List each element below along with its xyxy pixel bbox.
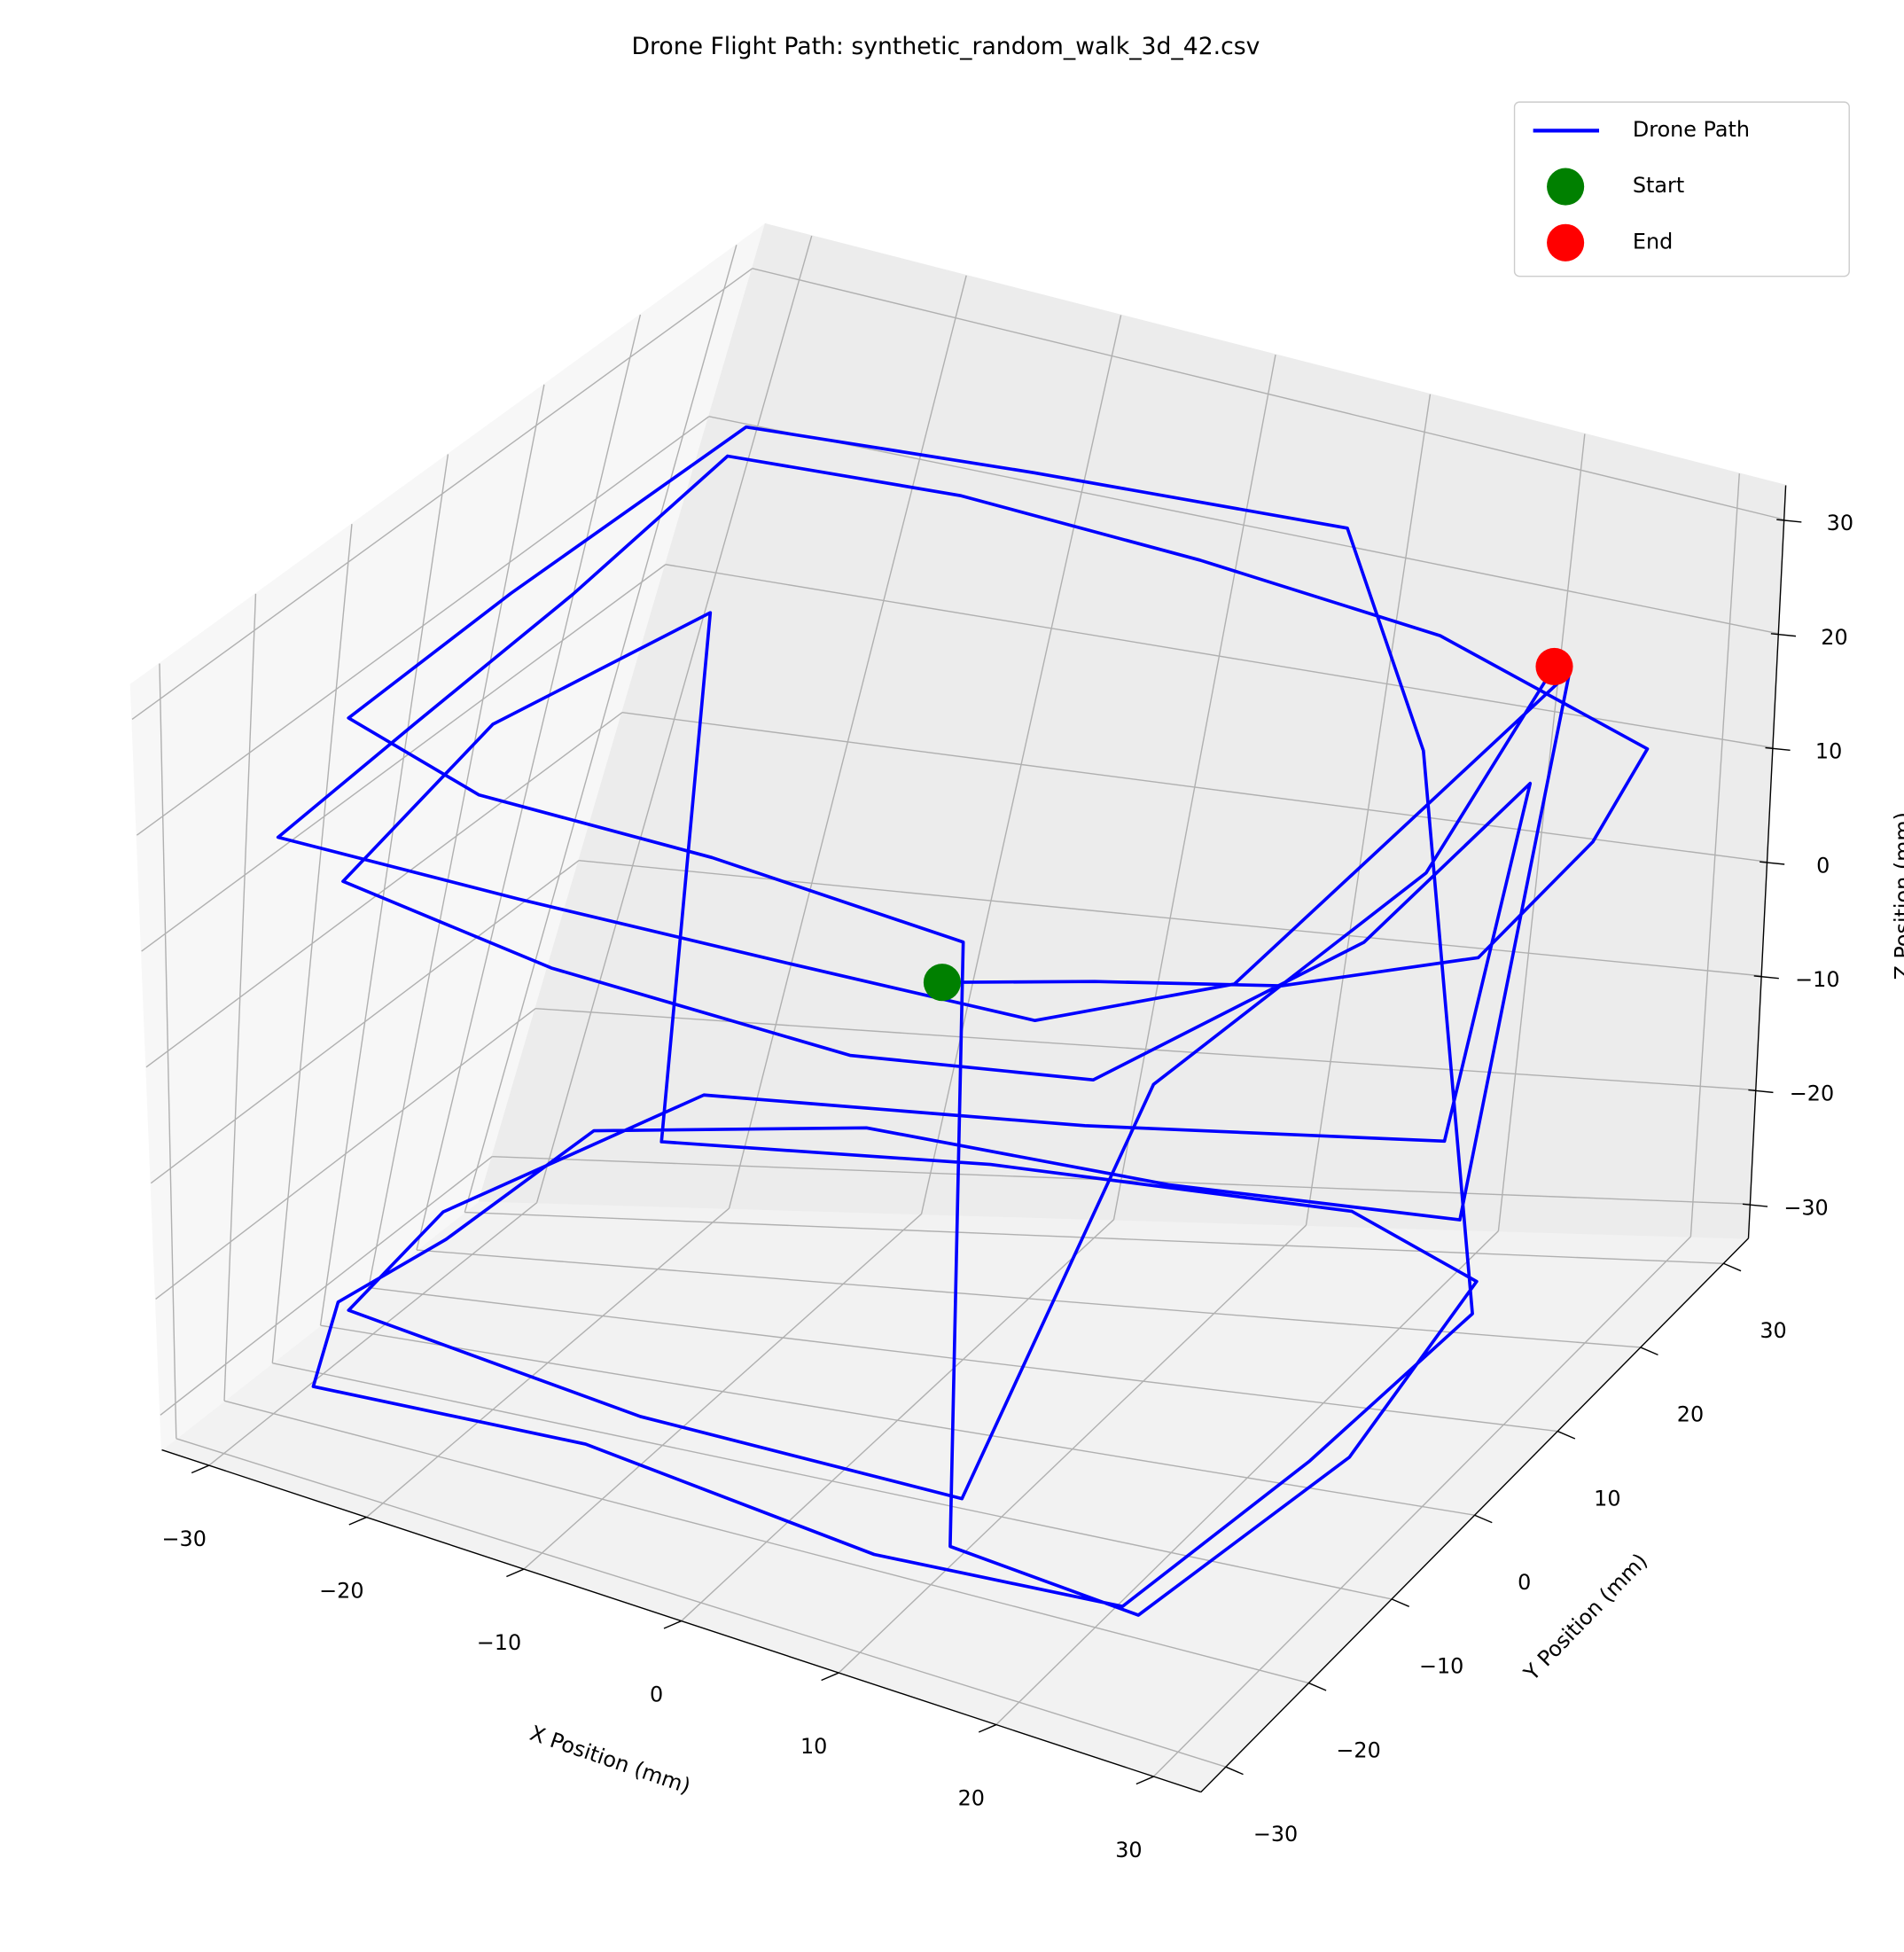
x-tick	[821, 1672, 839, 1682]
z-axis-label: Z Position (mm)	[1890, 812, 1904, 980]
z-tick	[1753, 975, 1779, 980]
y-tick-label: 30	[1760, 1318, 1786, 1343]
legend-marker	[1547, 168, 1585, 206]
y-grid-line	[464, 1211, 1724, 1264]
grid	[131, 235, 1784, 1777]
z-tick	[1742, 1203, 1768, 1207]
x-tick	[1135, 1776, 1154, 1785]
z-tick	[1776, 519, 1802, 523]
x-tick	[348, 1516, 367, 1526]
x-tick-label: −10	[477, 1630, 521, 1655]
y-grid-line	[416, 1249, 1641, 1348]
z-tick	[1748, 1089, 1774, 1094]
z-tick-label: −10	[1795, 967, 1839, 992]
z-tick-label: 0	[1816, 853, 1830, 878]
z-tick-label: −20	[1790, 1081, 1834, 1106]
chart-title: Drone Flight Path: synthetic_random_walk…	[631, 33, 1260, 60]
legend-marker	[1547, 223, 1585, 262]
z-tick	[1770, 633, 1797, 637]
z-grid-line	[150, 860, 580, 1184]
y-grid-line	[368, 1286, 1558, 1433]
y-tick-label: 0	[1518, 1570, 1531, 1595]
legend-label: Start	[1633, 173, 1684, 198]
y-tick	[1391, 1598, 1409, 1607]
x-tick-label: 30	[1115, 1838, 1142, 1862]
z-grid-line	[141, 564, 667, 952]
y-tick-label: −10	[1419, 1654, 1463, 1679]
z-axis-line	[1747, 485, 1787, 1238]
y-tick-label: −30	[1253, 1822, 1298, 1847]
y-tick	[1723, 1262, 1742, 1272]
z-grid-line	[752, 268, 1784, 520]
y-tick	[1308, 1682, 1327, 1691]
x-tick	[506, 1568, 525, 1578]
y-grid-line	[272, 1362, 1393, 1600]
z-tick	[1760, 861, 1785, 865]
legend-box	[1513, 101, 1850, 277]
x-tick	[978, 1723, 997, 1733]
legend-label: End	[1633, 229, 1673, 254]
point-marker	[923, 964, 961, 1002]
x-tick	[191, 1464, 210, 1474]
z-tick-label: 10	[1815, 739, 1842, 764]
x-tick-label: 10	[800, 1734, 827, 1759]
z-grid-line	[136, 416, 710, 836]
legend-label: Drone Path	[1633, 117, 1750, 142]
z-tick-label: 30	[1827, 511, 1853, 535]
z-tick-label: −30	[1783, 1195, 1828, 1220]
x-tick-label: −30	[162, 1526, 207, 1551]
y-tick	[1557, 1430, 1576, 1440]
axes: −30 −20 −10 0 10 20 30 −30 −20 −10 0 10 20 30 −30 −20 −1…	[161, 485, 1853, 1862]
z-tick	[1765, 746, 1791, 752]
y-tick	[1225, 1766, 1244, 1776]
z-grid-line	[131, 268, 753, 720]
y-tick	[1474, 1514, 1493, 1524]
x-tick	[663, 1620, 682, 1629]
y-tick-label: 10	[1594, 1486, 1620, 1511]
z-tick-label: 20	[1821, 625, 1847, 650]
z-grid-line	[708, 416, 1779, 635]
y-tick	[1640, 1347, 1658, 1355]
z-grid-line	[145, 712, 623, 1068]
z-grid-line	[160, 1156, 493, 1416]
y-tick-label: 20	[1677, 1402, 1704, 1427]
flight-path	[276, 425, 1650, 1617]
y-grid-line	[223, 1400, 1309, 1684]
z-grid-line	[155, 1008, 536, 1300]
y-grid-line	[176, 1438, 1227, 1768]
y-tick-label: −20	[1336, 1737, 1380, 1762]
legend: Drone Path Start End	[1513, 101, 1850, 277]
x-tick-label: 20	[958, 1785, 985, 1810]
x-tick-label: −20	[319, 1578, 363, 1603]
x-tick-label: 0	[650, 1682, 663, 1706]
point-marker	[1535, 647, 1573, 685]
z-grid-line	[621, 712, 1767, 863]
plot-area	[276, 425, 1650, 1617]
